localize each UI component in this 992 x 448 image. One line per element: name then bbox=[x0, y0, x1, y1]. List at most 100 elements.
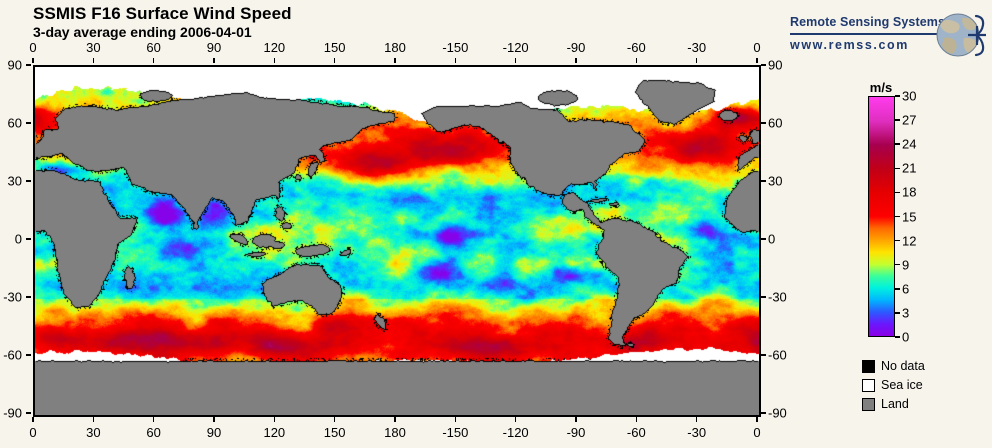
x-axis-label-bottom: 60 bbox=[146, 425, 161, 440]
legend-label: No data bbox=[881, 359, 925, 373]
page-subtitle: 3-day average ending 2006-04-01 bbox=[33, 24, 252, 40]
x-axis-tick-top bbox=[32, 58, 34, 63]
colorbar-tick-label: 21 bbox=[902, 160, 917, 176]
y-axis-tick-left bbox=[26, 412, 31, 414]
colorbar-tick bbox=[895, 288, 900, 290]
x-axis-tick-top bbox=[575, 58, 577, 63]
colorbar-tick bbox=[895, 215, 900, 218]
x-axis-label-bottom: 150 bbox=[323, 425, 346, 440]
logo-divider bbox=[790, 33, 940, 35]
colorbar-tick bbox=[895, 239, 900, 242]
y-axis-label-right: 60 bbox=[768, 115, 783, 131]
wind-speed-raster bbox=[35, 67, 759, 415]
x-axis-tick-top bbox=[213, 58, 215, 63]
y-axis-label-left: -60 bbox=[3, 347, 22, 363]
y-axis-label-right: -90 bbox=[768, 405, 787, 421]
y-axis-label-left: 60 bbox=[7, 115, 22, 131]
x-axis-label-bottom: 90 bbox=[206, 425, 222, 440]
x-axis-tick-top bbox=[514, 58, 517, 63]
x-axis-label-top: -30 bbox=[687, 40, 707, 55]
x-axis-tick-top bbox=[695, 58, 698, 63]
legend-item: Land bbox=[862, 396, 925, 413]
legend-item: No data bbox=[862, 358, 925, 375]
y-axis-tick-right bbox=[761, 354, 766, 356]
x-axis-label-bottom: -90 bbox=[566, 425, 586, 440]
y-axis-tick-left bbox=[26, 354, 31, 356]
x-axis-tick-top bbox=[333, 58, 336, 63]
y-axis-tick-right bbox=[761, 238, 766, 240]
x-axis-label-bottom: 0 bbox=[29, 425, 37, 440]
y-axis-label-right: 90 bbox=[768, 57, 783, 73]
x-axis-label-bottom: -30 bbox=[687, 425, 707, 440]
colorbar-tick-label: 0 bbox=[902, 329, 910, 345]
colorbar-tick-label: 6 bbox=[902, 281, 910, 297]
x-axis-label-top: -150 bbox=[442, 40, 469, 55]
wind-speed-map[interactable] bbox=[33, 65, 761, 417]
y-axis-label-left: -90 bbox=[3, 405, 22, 421]
colorbar-tick bbox=[895, 143, 900, 145]
logo-organization-name: Remote Sensing Systems bbox=[790, 15, 946, 29]
colorbar[interactable] bbox=[868, 96, 895, 337]
y-axis-tick-left bbox=[26, 296, 31, 298]
x-axis-label-top: 120 bbox=[263, 40, 286, 55]
x-axis-tick-bottom bbox=[213, 417, 215, 422]
colorbar-tick bbox=[895, 95, 900, 97]
x-axis-tick-top bbox=[273, 58, 276, 63]
colorbar-tick bbox=[895, 191, 900, 194]
y-axis-tick-right bbox=[761, 64, 766, 66]
x-axis-tick-top bbox=[152, 58, 155, 63]
x-axis-label-top: -60 bbox=[626, 40, 646, 55]
x-axis-label-top: 180 bbox=[384, 40, 406, 55]
x-axis-label-bottom: 30 bbox=[86, 425, 101, 440]
colorbar-tick bbox=[895, 263, 900, 266]
x-axis-label-bottom: -150 bbox=[442, 425, 469, 440]
colorbar-tick-label: 3 bbox=[902, 305, 910, 321]
colorbar-tick-label: 9 bbox=[902, 257, 910, 273]
y-axis-tick-right bbox=[761, 412, 766, 414]
colorbar-tick-label: 24 bbox=[902, 136, 917, 152]
legend-label: Land bbox=[881, 397, 909, 411]
y-axis-tick-left bbox=[26, 64, 31, 66]
x-axis-label-bottom: 0 bbox=[753, 425, 761, 440]
y-axis-label-left: 30 bbox=[7, 173, 22, 189]
x-axis-tick-top bbox=[454, 58, 457, 63]
x-axis-label-bottom: 180 bbox=[384, 425, 406, 440]
y-axis-label-left: 0 bbox=[14, 231, 22, 247]
x-axis-label-top: 90 bbox=[206, 40, 222, 55]
legend-label: Sea ice bbox=[881, 378, 923, 392]
x-axis-tick-bottom bbox=[394, 417, 396, 422]
globe-icon bbox=[936, 13, 986, 57]
x-axis-tick-bottom bbox=[575, 417, 577, 422]
map-legend: No data Sea ice Land bbox=[862, 358, 925, 415]
colorbar-tick-label: 30 bbox=[902, 88, 917, 104]
y-axis-tick-left bbox=[26, 122, 31, 124]
x-axis-label-top: 0 bbox=[753, 40, 761, 55]
y-axis-label-right: 0 bbox=[768, 231, 776, 247]
logo-website-url: www.remss.com bbox=[790, 38, 909, 52]
x-axis-tick-bottom bbox=[635, 417, 638, 422]
y-axis-tick-left bbox=[26, 180, 31, 182]
x-axis-label-top: 60 bbox=[146, 40, 161, 55]
colorbar-gradient bbox=[869, 97, 894, 336]
remss-logo[interactable]: Remote Sensing Systems www.remss.com bbox=[790, 12, 986, 62]
y-axis-tick-right bbox=[761, 296, 766, 298]
colorbar-tick-label: 12 bbox=[902, 233, 917, 249]
x-axis-label-bottom: 120 bbox=[263, 425, 286, 440]
x-axis-label-bottom: -120 bbox=[502, 425, 529, 440]
x-axis-tick-bottom bbox=[756, 417, 758, 422]
legend-swatch bbox=[862, 398, 875, 411]
y-axis-label-right: -60 bbox=[768, 347, 787, 363]
y-axis-label-left: 90 bbox=[7, 57, 22, 73]
y-axis-tick-left bbox=[26, 238, 31, 240]
page-title: SSMIS F16 Surface Wind Speed bbox=[33, 4, 292, 23]
y-axis-tick-right bbox=[761, 180, 766, 182]
x-axis-label-top: -90 bbox=[566, 40, 586, 55]
y-axis-tick-right bbox=[761, 122, 766, 124]
colorbar-unit-label: m/s bbox=[869, 80, 893, 95]
x-axis-label-top: -120 bbox=[502, 40, 529, 55]
title-block: SSMIS F16 Surface Wind Speed 3-day avera… bbox=[33, 4, 292, 41]
colorbar-tick bbox=[895, 167, 900, 170]
x-axis-tick-top bbox=[635, 58, 638, 63]
y-axis-label-left: -30 bbox=[3, 289, 22, 305]
